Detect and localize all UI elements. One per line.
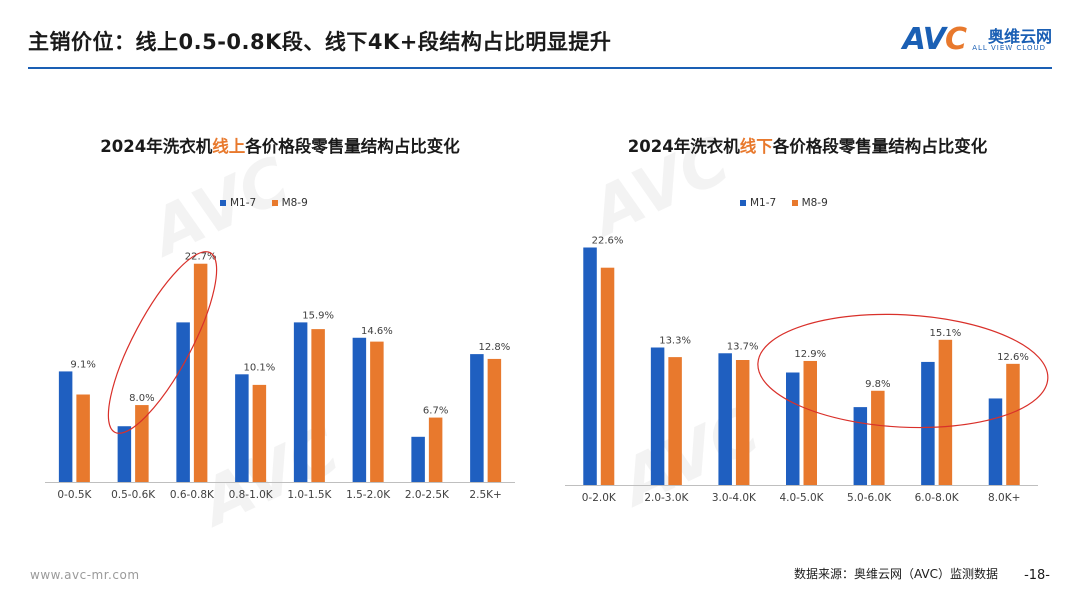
legend-item: M1-7 xyxy=(220,197,256,209)
x-tick-label: 3.0-4.0K xyxy=(712,492,757,504)
logo-en: ALL VIEW CLOUD xyxy=(972,44,1046,52)
legend-item: M8-9 xyxy=(791,197,828,209)
x-tick-label: 2.0-3.0K xyxy=(644,492,689,504)
x-tick-label: 0.6-0.8K xyxy=(170,489,215,501)
x-tick-label: 2.5K+ xyxy=(469,489,501,501)
footer-url[interactable]: www.avc-mr.com xyxy=(30,568,140,582)
footer-source: 数据来源：奥维云网（AVC）监测数据 xyxy=(793,567,998,581)
bar-m1-7 xyxy=(786,372,800,485)
bar-m8-9 xyxy=(668,357,682,485)
data-label: 15.9% xyxy=(302,310,334,321)
bar-m8-9 xyxy=(135,405,149,482)
avc-logo: AVC 奥维云网 ALL VIEW CLOUD xyxy=(882,22,1052,58)
bar-m1-7 xyxy=(583,247,597,485)
legend-swatch xyxy=(791,200,798,206)
data-label: 12.9% xyxy=(794,349,826,360)
legend-item: M1-7 xyxy=(740,197,776,209)
x-tick-label: 4.0-5.0K xyxy=(779,492,824,504)
x-tick-label: 0-2.0K xyxy=(582,492,617,504)
chart-offline: 2024年洗衣机线下各价格段零售量结构占比变化 M1-7 M8-9 22.6% 0… xyxy=(560,125,1055,520)
title-divider xyxy=(28,67,1052,69)
data-label: 8.0% xyxy=(129,393,154,404)
x-tick-label: 8.0K+ xyxy=(988,492,1020,504)
bar-m8-9 xyxy=(803,360,817,485)
logo-cn: 奥维云网 xyxy=(987,27,1052,46)
bar-m8-9 xyxy=(311,329,325,482)
bar-m1-7 xyxy=(718,353,732,485)
x-tick-label: 0.8-1.0K xyxy=(229,489,274,501)
x-tick-label: 0-0.5K xyxy=(57,489,92,501)
chart-title: 2024年洗衣机线上各价格段零售量结构占比变化 xyxy=(100,137,460,156)
data-label: 6.7% xyxy=(423,406,448,417)
logo-mark: AVC xyxy=(902,22,967,57)
bar-m8-9 xyxy=(938,339,953,485)
chart-plot: 22.6% 0-2.0K 13.3% 2.0-3.0K 13.7% 3.0-4.0K 12.… xyxy=(565,236,1049,504)
x-tick-label: 2.0-2.5K xyxy=(405,489,450,501)
bar-m1-7 xyxy=(411,436,425,482)
bar-m1-7 xyxy=(58,371,73,482)
legend-swatch xyxy=(740,200,746,206)
data-label: 15.1% xyxy=(930,328,962,339)
bar-m8-9 xyxy=(600,267,615,485)
chart-legend: M1-7 M8-9 xyxy=(220,197,320,209)
x-tick-label: 6.0-8.0K xyxy=(915,492,960,504)
bar-m8-9 xyxy=(370,341,384,482)
legend-swatch xyxy=(220,200,226,206)
bar-m1-7 xyxy=(470,354,484,482)
highlight-ellipse xyxy=(757,313,1049,429)
data-label: 13.3% xyxy=(659,336,691,347)
bar-m8-9 xyxy=(252,384,267,482)
bar-m8-9 xyxy=(1006,363,1020,485)
legend-swatch xyxy=(271,200,278,206)
bar-m8-9 xyxy=(487,358,502,482)
data-label: 22.7% xyxy=(185,252,217,263)
bar-m1-7 xyxy=(921,361,935,485)
legend-item: M8-9 xyxy=(271,197,308,209)
highlight-ellipse xyxy=(107,251,218,434)
bar-m8-9 xyxy=(193,263,208,482)
bar-m1-7 xyxy=(988,398,1003,485)
data-label: 12.8% xyxy=(478,342,510,353)
page-number: -18- xyxy=(1024,568,1050,583)
chart-legend: M1-7 M8-9 xyxy=(740,197,840,209)
bar-m1-7 xyxy=(650,347,665,485)
bar-m1-7 xyxy=(176,322,190,482)
data-label: 9.8% xyxy=(865,379,890,390)
bar-m8-9 xyxy=(871,390,885,485)
data-label: 10.1% xyxy=(243,362,275,373)
page-title: 主销价位：线上0.5-0.8K段、线下4K+段结构占比明显提升 xyxy=(28,30,612,54)
bar-m1-7 xyxy=(853,407,868,485)
x-tick-label: 1.0-1.5K xyxy=(287,489,332,501)
x-tick-label: 1.5-2.0K xyxy=(346,489,391,501)
bar-m8-9 xyxy=(735,360,750,485)
bar-m1-7 xyxy=(117,426,132,482)
bar-m8-9 xyxy=(428,417,443,482)
bar-m1-7 xyxy=(293,322,308,482)
bar-m1-7 xyxy=(352,337,367,482)
data-label: 13.7% xyxy=(727,341,759,352)
chart-plot: 9.1% 0-0.5K 8.0% 0.5-0.6K 22.7% 0.6-0.8K 10.1%… xyxy=(45,251,515,501)
data-label: 22.6% xyxy=(592,236,624,247)
x-tick-label: 0.5-0.6K xyxy=(111,489,156,501)
x-tick-label: 5.0-6.0K xyxy=(847,492,892,504)
data-label: 14.6% xyxy=(361,326,393,337)
bar-m8-9 xyxy=(76,394,90,482)
data-label: 12.6% xyxy=(997,352,1029,363)
data-label: 9.1% xyxy=(70,359,95,370)
chart-online: 2024年洗衣机线上各价格段零售量结构占比变化 M1-7 M8-9 9.1% 0-… xyxy=(30,125,530,520)
chart-title: 2024年洗衣机线下各价格段零售量结构占比变化 xyxy=(627,137,988,156)
bar-m1-7 xyxy=(235,374,249,482)
